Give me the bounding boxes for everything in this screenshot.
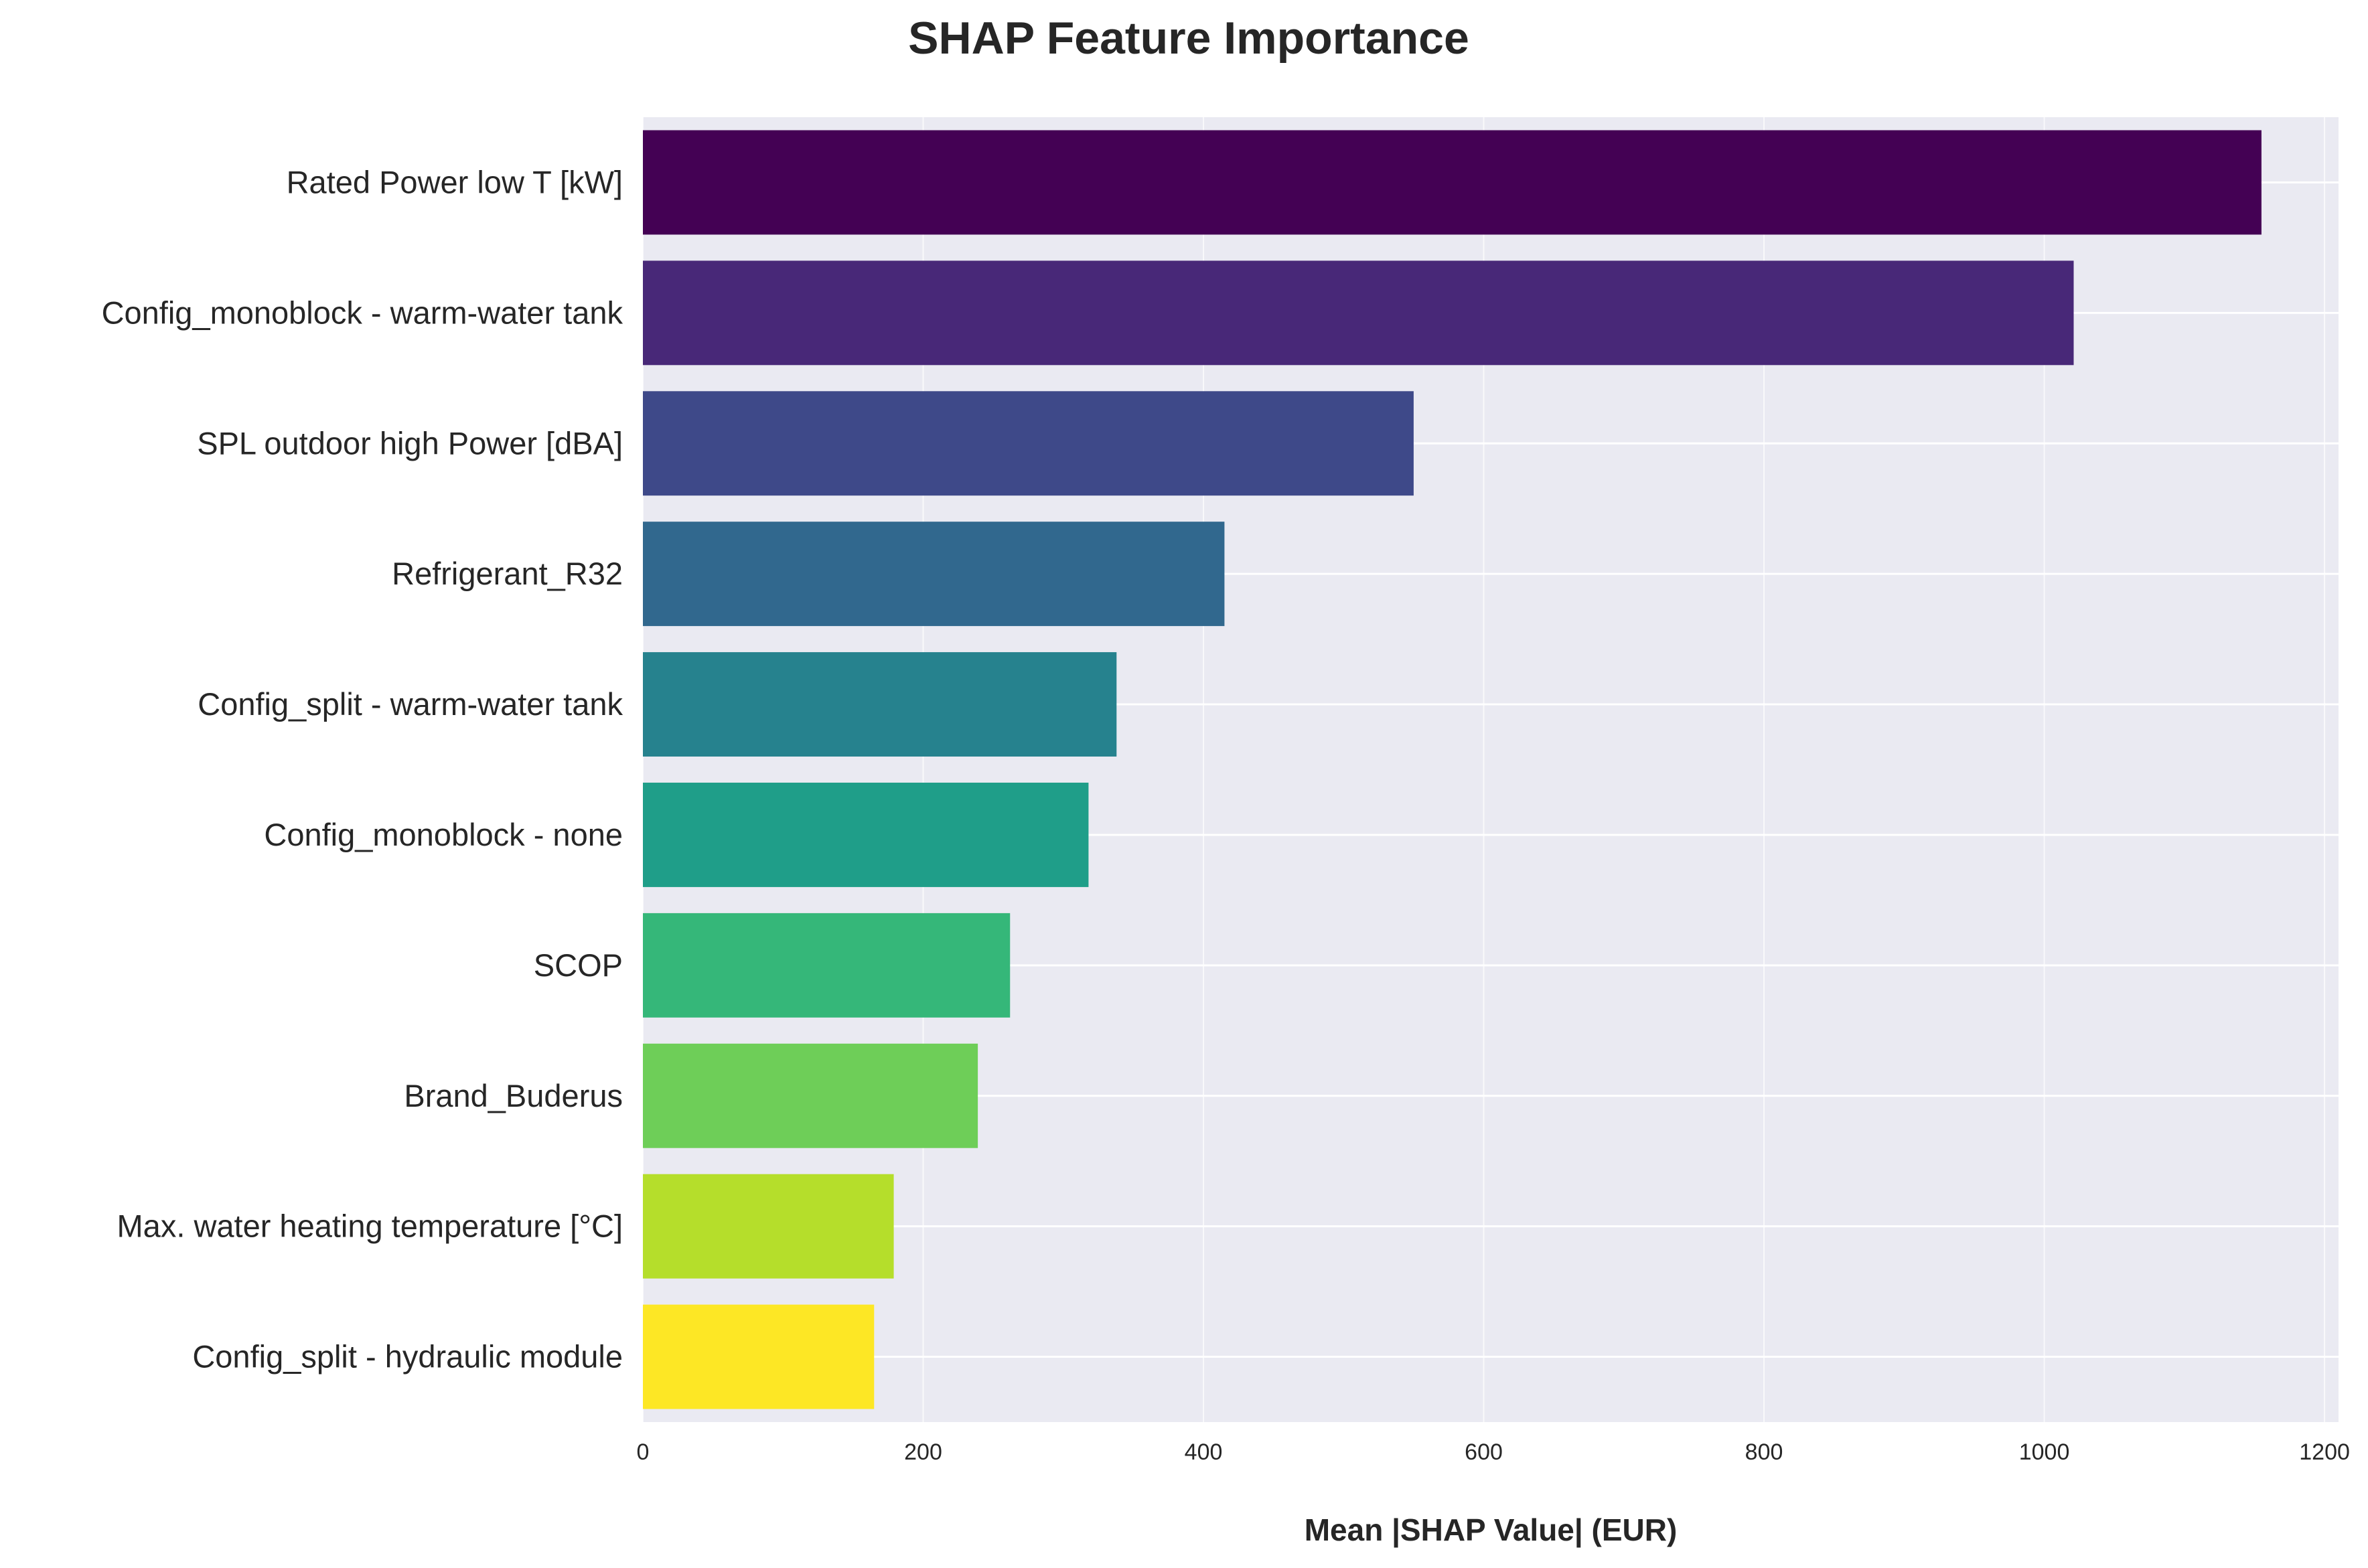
x-tick-label: 1000 <box>2019 1439 2070 1465</box>
y-tick-label: SCOP <box>534 947 623 983</box>
bar <box>643 391 1414 496</box>
bar <box>643 522 1225 627</box>
bar <box>643 652 1117 757</box>
x-tick-label: 600 <box>1465 1439 1503 1465</box>
x-tick-label: 200 <box>904 1439 942 1465</box>
bar <box>643 913 1011 1018</box>
y-tick-label: Rated Power low T [kW] <box>287 164 623 200</box>
y-tick-label: Config_monoblock - warm-water tank <box>102 295 623 330</box>
x-axis-label: Mean |SHAP Value| (EUR) <box>1305 1512 1678 1547</box>
x-tick-label: 0 <box>637 1439 650 1465</box>
x-tick-label: 1200 <box>2299 1439 2350 1465</box>
x-tick-label: 800 <box>1745 1439 1783 1465</box>
y-tick-label: Config_split - warm-water tank <box>198 686 623 722</box>
y-tick-label: Refrigerant_R32 <box>392 556 623 591</box>
plot-area <box>642 117 2339 1422</box>
bar <box>643 782 1089 887</box>
chart-title: SHAP Feature Importance <box>908 13 1469 64</box>
bar <box>643 1304 875 1409</box>
y-tick-label: Config_split - hydraulic module <box>192 1339 623 1375</box>
y-tick-label: Max. water heating temperature [°C] <box>117 1208 623 1244</box>
y-tick-label: Brand_Buderus <box>404 1078 623 1113</box>
y-tick-label: SPL outdoor high Power [dBA] <box>197 425 623 461</box>
bars <box>643 130 2262 1409</box>
y-axis-tick-labels: Rated Power low T [kW] Config_monoblock -… <box>102 164 623 1374</box>
bar <box>643 130 2262 235</box>
y-tick-label: Config_monoblock - none <box>264 817 623 852</box>
bar <box>643 1174 894 1279</box>
x-axis-tick-labels: 0 200 400 600 800 1000 1200 <box>637 1439 2350 1465</box>
x-tick-label: 400 <box>1185 1439 1223 1465</box>
bar <box>643 260 2074 366</box>
bar <box>643 1043 978 1148</box>
